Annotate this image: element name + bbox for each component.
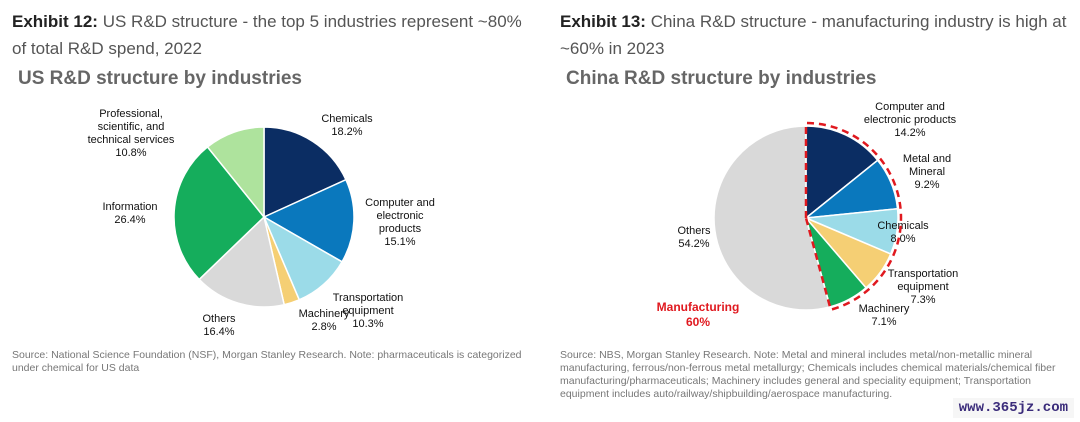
us-label-information: Information 26.4% — [102, 201, 157, 226]
us-source-note: Source: National Science Foundation (NSF… — [12, 349, 522, 374]
us-exhibit-text: US R&D structure - the top 5 industries … — [12, 12, 522, 58]
cn-slice-others — [713, 125, 831, 311]
cn-label-transportation-equipment: Transportation equipment 7.3% — [888, 268, 959, 306]
china-chart-subtitle: China R&D structure by industries — [566, 68, 877, 89]
us-label-transportation-equipment: Transportation equipment 10.3% — [333, 292, 404, 330]
china-exhibit-label: Exhibit 13: — [560, 12, 646, 31]
us-chart-subtitle: US R&D structure by industries — [18, 68, 302, 89]
us-slice-chemicals — [263, 126, 347, 219]
us-exhibit-label: Exhibit 12: — [12, 12, 98, 31]
us-slice-computer-and-electronic-products — [262, 178, 355, 263]
cn-label-computer-and-electronic-products: Computer and electronic products 14.2% — [864, 101, 957, 139]
us-exhibit-panel: Exhibit 12: US R&D structure - the top 5… — [12, 8, 522, 374]
us-slice-professional-scientific-and-technical-services — [206, 126, 265, 220]
china-exhibit-title: Exhibit 13: China R&D structure - manufa… — [560, 8, 1070, 62]
china-source-note: Source: NBS, Morgan Stanley Research. No… — [560, 349, 1056, 400]
us-slice-information — [173, 145, 266, 281]
us-slice-others — [198, 215, 286, 308]
china-exhibit-panel: Exhibit 13: China R&D structure - manufa… — [548, 0, 1080, 422]
us-label-chemicals: Chemicals 18.2% — [321, 113, 373, 138]
cn-label-machinery: Machinery 7.1% — [859, 303, 910, 328]
china-exhibit-text: China R&D structure - manufacturing indu… — [560, 12, 1067, 58]
us-label-professional-scientific-and-technical-services: Professional, scientific, and technical se… — [88, 108, 175, 159]
cn-manufacturing-outline — [804, 121, 903, 312]
china-pie-chart: Computer and electronic products 14.2% Meta… — [657, 101, 959, 329]
us-label-machinery: Machinery 2.8% — [299, 308, 350, 333]
cn-slice-computer-and-electronic-products — [805, 125, 879, 220]
cn-label-metal-and-mineral: Metal and Mineral 9.2% — [903, 153, 951, 191]
us-pie-chart: Chemicals 18.2% Computer and electronic prod… — [88, 108, 435, 338]
watermark: www.365jz.com — [952, 398, 1074, 418]
us-label-computer-and-electronic-products: Computer and electronic products 15.1% — [365, 197, 435, 248]
us-exhibit-title: Exhibit 12: US R&D structure - the top 5… — [12, 8, 522, 62]
us-label-others: Others 16.4% — [202, 313, 236, 338]
cn-manufacturing-label: Manufacturing 60% — [657, 300, 740, 329]
cn-label-others: Others 54.2% — [677, 225, 711, 250]
